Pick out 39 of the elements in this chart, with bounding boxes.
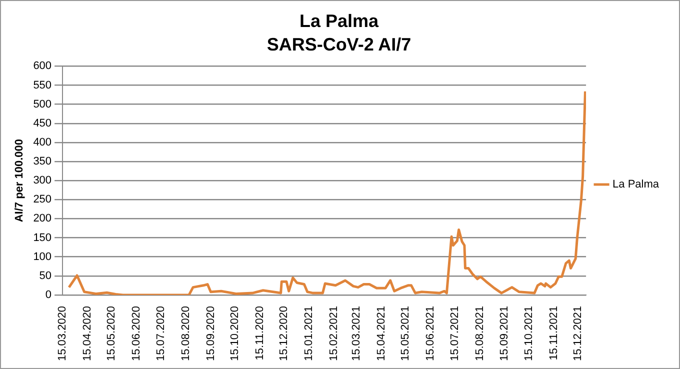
x-tick-label: 15.04.2021 (376, 306, 388, 362)
y-tick-label: 0 (45, 288, 52, 301)
x-tick-label: 15.06.2020 (130, 306, 143, 362)
y-tick-label: 200 (33, 212, 52, 225)
y-tick-label: 600 (33, 60, 52, 72)
x-tick-label: 15.06.2021 (424, 306, 437, 362)
x-tick-label: 15.10.2021 (522, 306, 535, 362)
y-tick-label: 450 (33, 117, 52, 130)
x-tick-label: 15.08.2021 (474, 306, 486, 362)
x-tick-label: 15.01.2021 (303, 306, 316, 362)
y-tick-label: 50 (39, 270, 52, 282)
x-tick-label: 15.05.2021 (400, 306, 412, 362)
x-tick-label: 15.04.2020 (82, 306, 94, 362)
x-tick-label: 15.07.2021 (448, 306, 461, 362)
y-tick-label: 400 (33, 136, 52, 148)
x-tick-label: 15.09.2021 (498, 306, 511, 362)
y-axis-title: AI/7 per 100.000 (14, 138, 26, 222)
y-tick-label: 350 (33, 156, 52, 168)
chart-title: La Palma (299, 10, 380, 31)
x-tick-label: 15.10.2020 (228, 306, 241, 362)
y-tick-label: 100 (33, 250, 52, 263)
y-tick-label: 250 (33, 194, 52, 206)
x-tick-label: 15.07.2020 (154, 306, 167, 362)
x-tick-label: 15.11.2020 (254, 306, 266, 360)
y-tick-label: 150 (33, 232, 52, 244)
x-tick-label: 15.11.2021 (548, 306, 560, 360)
x-tick-label: 15.08.2020 (180, 306, 192, 362)
x-tick-label: 15.03.2020 (56, 306, 69, 362)
y-tick-label: 300 (33, 174, 52, 187)
x-tick-label: 15.12.2021 (572, 306, 584, 362)
y-tick-label: 500 (33, 98, 52, 110)
x-tick-label: 15.09.2020 (204, 306, 217, 362)
x-tick-label: 15.03.2021 (350, 306, 363, 362)
x-tick-label: 15.05.2020 (106, 306, 118, 362)
x-tick-label: 15.12.2020 (278, 306, 290, 362)
chart-subtitle: SARS-CoV-2 AI/7 (266, 34, 412, 54)
y-tick-label: 550 (33, 79, 52, 92)
x-tick-label: 15.02.2021 (328, 306, 340, 362)
legend-label: La Palma (612, 178, 660, 191)
